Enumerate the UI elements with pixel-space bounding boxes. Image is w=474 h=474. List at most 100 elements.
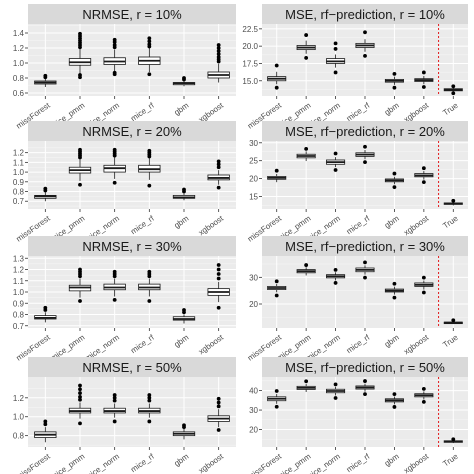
x-tick-label: mice_rf bbox=[129, 100, 156, 123]
outlier-point bbox=[182, 187, 186, 192]
outlier-point bbox=[78, 147, 82, 152]
outlier-point bbox=[421, 290, 426, 295]
outlier-point bbox=[147, 419, 152, 424]
plot-background bbox=[28, 377, 236, 447]
box bbox=[296, 33, 316, 60]
outlier-point bbox=[363, 53, 367, 58]
outlier-point bbox=[112, 43, 117, 47]
box bbox=[103, 37, 126, 77]
box bbox=[384, 171, 404, 190]
x-tick-label: gbm bbox=[383, 214, 401, 230]
outlier-point bbox=[304, 56, 309, 60]
box bbox=[326, 41, 346, 75]
y-tick-label: 1.0 bbox=[13, 288, 25, 297]
outlier-point bbox=[451, 198, 456, 203]
outlier-point bbox=[216, 49, 221, 53]
panel-title: MSE, rf−prediction, r = 10% bbox=[285, 7, 445, 22]
outlier-point bbox=[363, 160, 367, 165]
panel-strip bbox=[28, 121, 236, 141]
outlier-point bbox=[182, 76, 186, 80]
box bbox=[172, 308, 196, 324]
chart-panel: MSE, rf−prediction, r = 30%2030missFores… bbox=[246, 236, 468, 363]
x-tick-label: xgboost bbox=[402, 451, 431, 474]
box bbox=[355, 260, 375, 280]
box bbox=[443, 318, 463, 325]
outlier-point bbox=[421, 386, 426, 391]
outlier-point bbox=[421, 275, 426, 280]
y-tick-label: 0.7 bbox=[13, 197, 25, 206]
outlier-point bbox=[216, 404, 221, 409]
outlier-point bbox=[421, 399, 426, 404]
outlier-point bbox=[216, 43, 221, 47]
y-tick-label: 1.2 bbox=[13, 149, 25, 158]
outlier-point bbox=[392, 295, 397, 300]
outlier-point bbox=[216, 428, 221, 432]
y-tick-label: 1.0 bbox=[13, 413, 25, 422]
outlier-point bbox=[333, 396, 338, 400]
outlier-point bbox=[216, 267, 221, 272]
x-tick-label: mice_rf bbox=[129, 213, 156, 236]
chart-panel: MSE, rf−prediction, r = 50% 20 30 40 missFor… bbox=[246, 357, 468, 474]
y-tick-label: 30 bbox=[249, 139, 258, 148]
outlier-point bbox=[112, 37, 117, 42]
panel-title: NRMSE, r = 10% bbox=[82, 7, 182, 22]
outlier-point bbox=[182, 308, 186, 312]
y-tick-label: 1.1 bbox=[13, 158, 25, 167]
outlier-point bbox=[147, 398, 152, 403]
outlier-point bbox=[112, 269, 117, 274]
outlier-point bbox=[274, 293, 279, 298]
x-tick-label: mice_norm bbox=[83, 452, 121, 474]
outlier-point bbox=[216, 46, 221, 50]
x-tick-label: mice_rf bbox=[129, 451, 156, 474]
outlier-point bbox=[392, 392, 397, 397]
box bbox=[68, 267, 92, 303]
box bbox=[414, 166, 434, 185]
outlier-point bbox=[333, 70, 338, 75]
panel-strip bbox=[262, 357, 468, 377]
outlier-point bbox=[274, 279, 279, 284]
y-tick-label: 0.8 bbox=[13, 432, 25, 441]
outlier-point bbox=[147, 39, 152, 44]
chart-panel: NRMSE, r = 30%0.70.80.91.01.11.21.3missF… bbox=[13, 236, 236, 363]
box bbox=[384, 392, 404, 409]
y-tick-label: 1.0 bbox=[13, 168, 25, 177]
outlier-point bbox=[78, 383, 82, 388]
y-tick-label: 40 bbox=[249, 387, 258, 396]
outlier-point bbox=[304, 146, 309, 151]
panel-title: MSE, rf−prediction, r = 30% bbox=[285, 239, 445, 254]
x-tick-label: mice_rf bbox=[129, 332, 156, 355]
outlier-point bbox=[451, 437, 456, 442]
panel-strip bbox=[28, 4, 236, 24]
outlier-point bbox=[78, 31, 82, 36]
chart-panel: NRMSE, r = 20%0.70.80.91.01.11.2missFore… bbox=[13, 121, 236, 244]
y-tick-label: 0.6 bbox=[13, 89, 25, 98]
x-tick-label: xgboost bbox=[402, 332, 431, 356]
box bbox=[414, 70, 434, 89]
box bbox=[384, 281, 404, 300]
panel-strip bbox=[262, 121, 468, 141]
outlier-point bbox=[43, 422, 48, 427]
outlier-point bbox=[147, 299, 152, 303]
outlier-point bbox=[363, 30, 367, 35]
box bbox=[34, 186, 57, 202]
outlier-point bbox=[216, 159, 221, 164]
outlier-point bbox=[392, 171, 397, 176]
y-tick-label: 1.2 bbox=[13, 266, 25, 275]
y-tick-label: 20 bbox=[249, 300, 258, 309]
box bbox=[443, 198, 463, 206]
outlier-point bbox=[216, 52, 221, 56]
outlier-point bbox=[216, 263, 221, 267]
x-tick-label: gbm bbox=[172, 452, 190, 468]
x-tick-label: gbm bbox=[172, 333, 190, 349]
outlier-point bbox=[216, 272, 221, 276]
outlier-point bbox=[451, 91, 456, 96]
x-tick-label: True bbox=[441, 214, 460, 231]
y-tick-label: 1.2 bbox=[13, 394, 25, 403]
outlier-point bbox=[333, 281, 338, 285]
box bbox=[355, 144, 375, 165]
box bbox=[172, 187, 196, 201]
outlier-point bbox=[216, 55, 221, 59]
outlier-point bbox=[274, 63, 279, 68]
y-tick-label: 0.8 bbox=[13, 74, 25, 83]
plot-background bbox=[28, 141, 236, 209]
